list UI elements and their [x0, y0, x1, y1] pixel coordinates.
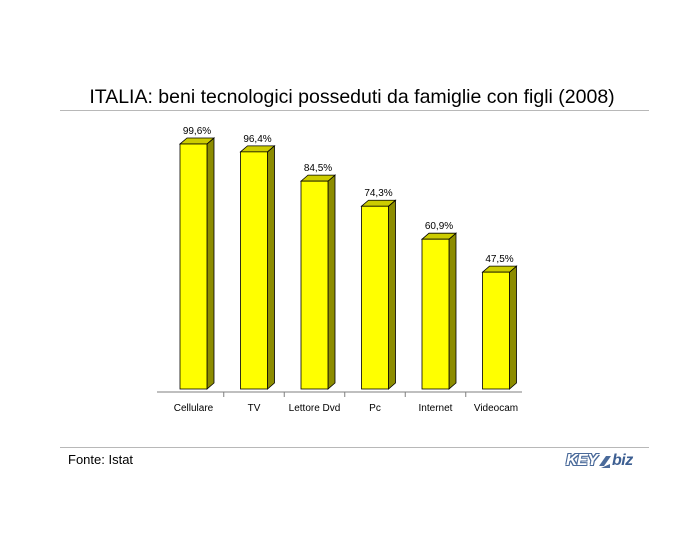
bar-4: [421, 238, 450, 390]
data-label-5: 47,5%: [485, 254, 513, 265]
logo-arrow-icon: [599, 456, 611, 468]
chart-title: ITALIA: beni tecnologici posseduti da fa…: [89, 86, 615, 108]
bar-side-4: [448, 232, 457, 390]
bar-side-2: [327, 174, 336, 390]
bar-0: [179, 143, 208, 390]
data-label-3: 74,3%: [364, 188, 392, 199]
bar-side-3: [388, 199, 396, 390]
bar-side-0: [206, 137, 215, 390]
data-label-0: 99,6%: [183, 126, 211, 137]
logo-key-text: KEY: [566, 452, 598, 469]
category-label-4: Internet: [419, 403, 453, 414]
bar-3: [361, 205, 389, 390]
bar-side-1: [267, 144, 275, 390]
data-label-4: 60,9%: [425, 221, 453, 232]
key4biz-logo: KEY biz: [566, 452, 642, 472]
bar-1: [240, 151, 268, 390]
category-label-3: Pc: [369, 403, 381, 414]
bar-2: [300, 180, 329, 390]
category-label-5: Videocam: [474, 403, 518, 414]
logo-biz-text: biz: [612, 452, 633, 469]
category-label-1: TV: [248, 403, 261, 414]
title-divider: [60, 110, 649, 111]
category-label-0: Cellulare: [174, 403, 214, 414]
footer-divider: [60, 447, 649, 448]
data-label-2: 84,5%: [304, 163, 332, 174]
data-label-1: 96,4%: [243, 134, 271, 145]
bar-side-5: [509, 265, 517, 390]
source-note: Fonte: Istat: [68, 452, 134, 467]
category-label-2: Lettore Dvd: [289, 403, 341, 414]
bar-5: [482, 271, 510, 390]
